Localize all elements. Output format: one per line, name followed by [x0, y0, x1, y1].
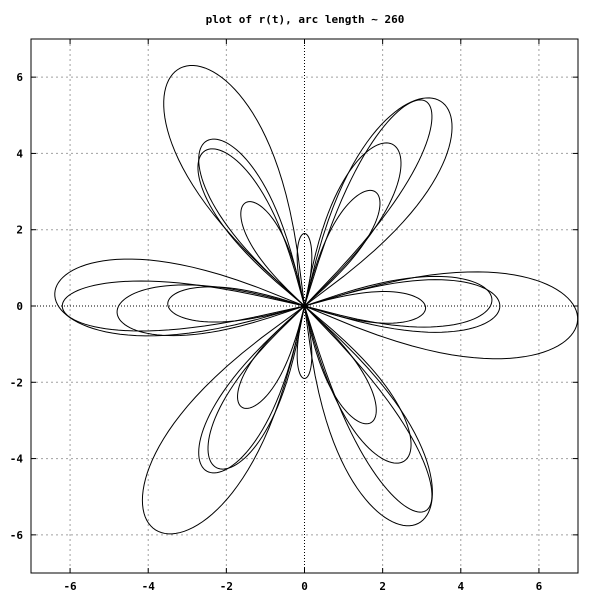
x-tick-label: 6 [536, 580, 543, 593]
y-tick-label: 0 [16, 300, 23, 313]
curves [54, 65, 579, 535]
x-tick-label: -4 [142, 580, 156, 593]
x-tick-label: 4 [457, 580, 464, 593]
x-tick-label: -2 [220, 580, 233, 593]
curve-series-5 [296, 233, 313, 379]
y-tick-label: 2 [16, 224, 23, 237]
x-tick-labels: -6 -4 -2 0 2 4 6 [63, 580, 542, 593]
y-tick-label: -6 [10, 529, 24, 542]
curve-series-1 [54, 65, 579, 535]
curve-series-4 [167, 189, 427, 425]
ticks [31, 39, 578, 573]
x-tick-label: 0 [301, 580, 308, 593]
x-tick-label: 2 [379, 580, 386, 593]
y-tick-label: 6 [16, 71, 23, 84]
chart-title: plot of r(t), arc length ~ 260 [206, 13, 405, 26]
y-tick-label: -4 [10, 453, 24, 466]
x-tick-label: -6 [63, 580, 77, 593]
y-tick-label: -2 [10, 376, 23, 389]
y-tick-labels: -6 -4 -2 0 2 4 6 [10, 71, 24, 542]
y-tick-label: 4 [16, 147, 23, 160]
